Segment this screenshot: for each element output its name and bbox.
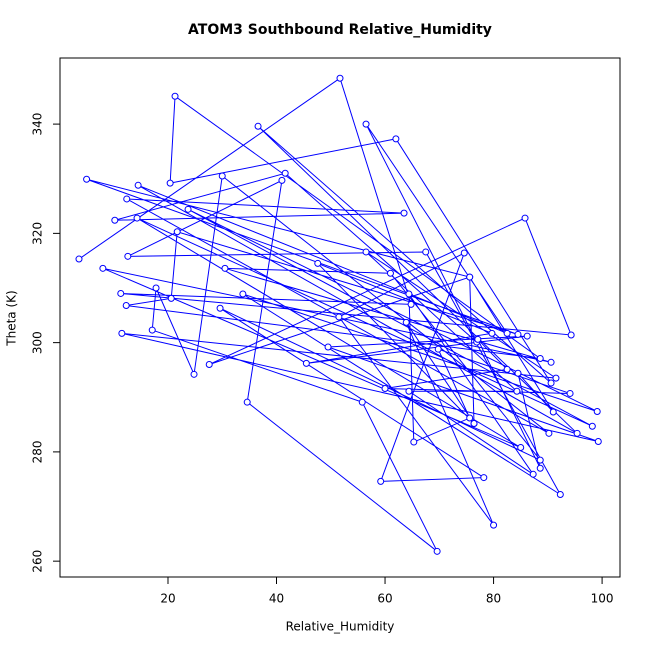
- data-point: [594, 438, 602, 446]
- data-point: [566, 389, 574, 397]
- data-point: [513, 387, 521, 395]
- x-tick-label: 20: [160, 592, 175, 606]
- data-point: [335, 313, 343, 321]
- data-point: [218, 172, 226, 180]
- data-point: [133, 214, 141, 222]
- data-point: [433, 547, 441, 555]
- data-point: [470, 419, 478, 427]
- data-point: [362, 248, 370, 256]
- data-point: [488, 329, 496, 337]
- data-point: [547, 358, 555, 366]
- data-point: [434, 345, 442, 353]
- chart-title: ATOM3 Southbound Relative_Humidity: [188, 22, 492, 38]
- data-point: [422, 248, 430, 256]
- data-point: [167, 294, 175, 302]
- y-tick-label: 340: [31, 113, 45, 136]
- data-point: [460, 249, 468, 257]
- data-point: [134, 181, 142, 189]
- data-point: [122, 301, 130, 309]
- x-axis-label: Relative_Humidity: [286, 620, 395, 634]
- data-point: [503, 329, 511, 337]
- data-point: [466, 414, 474, 422]
- data-line: [78, 77, 599, 552]
- y-tick-label: 280: [31, 440, 45, 463]
- y-tick-label: 300: [31, 331, 45, 354]
- data-point: [536, 464, 544, 472]
- data-point: [221, 264, 229, 272]
- data-point: [190, 370, 198, 378]
- data-point: [545, 429, 553, 437]
- data-point: [302, 359, 310, 367]
- data-point: [514, 330, 522, 338]
- data-point: [243, 398, 251, 406]
- data-point: [239, 290, 247, 298]
- data-point: [588, 422, 596, 430]
- data-point: [173, 228, 181, 236]
- data-point: [521, 214, 529, 222]
- y-axis-label: Theta (K): [5, 290, 19, 346]
- data-point: [410, 438, 418, 446]
- data-point: [205, 360, 213, 368]
- data-point: [254, 122, 262, 130]
- data-point: [314, 259, 322, 267]
- data-point: [573, 429, 581, 437]
- data-point: [556, 491, 564, 499]
- data-point: [171, 92, 179, 100]
- data-point: [536, 354, 544, 362]
- data-point: [536, 456, 544, 464]
- data-point: [405, 290, 413, 298]
- data-point: [474, 335, 482, 343]
- data-point: [75, 255, 83, 263]
- data-point: [377, 477, 385, 485]
- y-tick-label: 320: [31, 222, 45, 245]
- data-point: [216, 304, 224, 312]
- data-point: [281, 169, 289, 177]
- data-point: [407, 300, 415, 308]
- data-point: [83, 175, 91, 183]
- data-point: [184, 205, 192, 213]
- data-point: [392, 135, 400, 143]
- data-point: [118, 329, 126, 337]
- data-point: [148, 326, 156, 334]
- data-point: [490, 521, 498, 529]
- data-point: [152, 284, 160, 292]
- data-point: [166, 179, 174, 187]
- data-point: [552, 374, 560, 382]
- x-tick-label: 40: [269, 592, 284, 606]
- data-point: [386, 269, 394, 277]
- data-point: [123, 195, 131, 203]
- data-point: [593, 407, 601, 415]
- x-tick-label: 60: [377, 592, 392, 606]
- data-point: [111, 216, 119, 224]
- x-tick-label: 100: [591, 592, 614, 606]
- data-point: [529, 470, 537, 478]
- data-point: [278, 176, 286, 184]
- data-point: [381, 385, 389, 393]
- data-point: [480, 474, 488, 482]
- data-point: [466, 273, 474, 281]
- y-tick-label: 260: [31, 550, 45, 573]
- data-point: [517, 444, 525, 452]
- plot-frame: [59, 57, 621, 578]
- data-point: [336, 74, 344, 82]
- data-point: [117, 289, 125, 297]
- data-point: [405, 387, 413, 395]
- data-point: [547, 379, 555, 387]
- data-point: [358, 398, 366, 406]
- data-point: [324, 343, 332, 351]
- data-point: [99, 264, 107, 272]
- data-point: [514, 369, 522, 377]
- x-tick-label: 80: [486, 592, 501, 606]
- data-point: [124, 252, 132, 260]
- data-point: [402, 318, 410, 326]
- data-point: [549, 408, 557, 416]
- data-point: [400, 209, 408, 217]
- data-point: [567, 331, 575, 339]
- data-point: [362, 120, 370, 128]
- data-point: [503, 365, 511, 373]
- data-point: [523, 332, 531, 340]
